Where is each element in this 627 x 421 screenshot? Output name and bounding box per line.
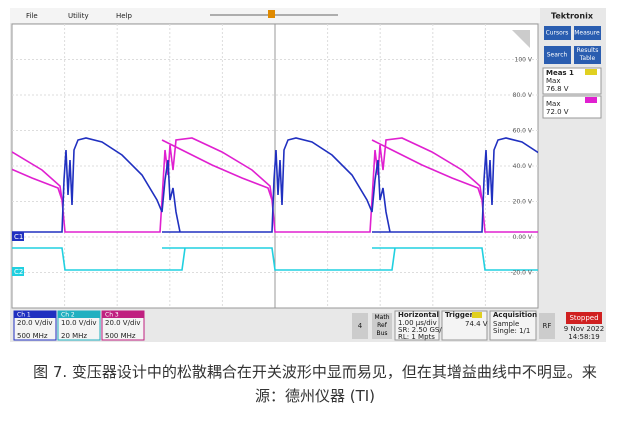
- waveform-ch2: [12, 247, 538, 271]
- ch4-label: 4: [358, 322, 363, 330]
- marker: [12, 267, 24, 276]
- menu-item[interactable]: Help: [116, 12, 133, 20]
- meas-value: 72.0 V: [546, 108, 569, 116]
- channel-name: Ch 1: [17, 312, 31, 319]
- waveform-ch1: [12, 137, 538, 233]
- brand: Tektronix: [551, 12, 594, 21]
- horizontal-line: RL: 1 Mpts: [398, 333, 435, 341]
- channel-scale: 20.0 V/div: [17, 319, 53, 327]
- button-label[interactable]: Cursors: [546, 30, 569, 37]
- graticule-label: 0.00 V: [513, 234, 533, 241]
- horizontal-line: 1.00 µs/div: [398, 319, 437, 327]
- math-label[interactable]: Math Ref Bus: [374, 314, 390, 337]
- ch4-button[interactable]: [352, 313, 368, 339]
- rf-button[interactable]: [539, 313, 555, 339]
- status-time: 14:58:19: [568, 333, 599, 341]
- button-label[interactable]: Search: [547, 52, 568, 59]
- channel-name: Ch 2: [61, 312, 75, 319]
- horizontal-box[interactable]: [394, 310, 440, 341]
- channel-bandwidth: 500 MHz: [17, 332, 48, 340]
- channel-scale: 20.0 V/div: [105, 319, 141, 327]
- trigger-value: 74.4 V: [465, 320, 488, 328]
- button-label[interactable]: Measure: [574, 30, 600, 37]
- button[interactable]: [544, 46, 571, 64]
- trigger-tag: [472, 312, 482, 318]
- menu-item[interactable]: Utility: [68, 12, 89, 20]
- status-date: 9 Nov 2022: [564, 325, 604, 333]
- button-wrap: Results Table: [576, 47, 599, 62]
- stopped-button[interactable]: [566, 312, 602, 324]
- channel-tab: [102, 311, 144, 318]
- graticule-label: 20.0 V: [513, 199, 533, 206]
- oscilloscope: File Utility Help C1 C2 100 V 80.0 V 60.0 …: [10, 8, 606, 342]
- waveforms: [12, 137, 538, 271]
- trigger-pos: [268, 10, 275, 18]
- graticule-label: 60.0 V: [513, 128, 533, 135]
- button[interactable]: [544, 26, 571, 40]
- channel-bandwidth: 20 MHz: [61, 332, 87, 340]
- channel-marker: C1: [14, 233, 23, 241]
- horizontal-line: SR: 2.50 GS/s: [398, 326, 446, 334]
- channel-name: Ch 3: [105, 312, 119, 319]
- button[interactable]: [574, 26, 601, 40]
- corner-icon[interactable]: [512, 30, 530, 48]
- graticule-label: 80.0 V: [513, 92, 533, 99]
- caption: 图 7. 变压器设计中的松散耦合在开关波形中显而易见，但在其增益曲线中不明显。来…: [33, 363, 597, 405]
- acquisition-line: Single: 1/1: [493, 327, 530, 335]
- buttons: Cursors Measure Search Results Table: [544, 26, 601, 64]
- meas-tag: [585, 97, 597, 103]
- trigger-title: Trigger: [445, 311, 474, 319]
- rf-label: RF: [543, 322, 552, 330]
- acquisition-line: Sample: [493, 320, 519, 328]
- graticule-label: -20.0 V: [510, 270, 532, 277]
- button[interactable]: [574, 46, 601, 64]
- acquisition-box[interactable]: [489, 310, 537, 341]
- button-label[interactable]: Results Table: [576, 47, 599, 62]
- graticule-labels: 100 V 80.0 V 60.0 V 40.0 V 20.0 V 0.00 V -20.0…: [510, 57, 532, 277]
- channel-bandwidth: 500 MHz: [105, 332, 136, 340]
- meas-title: Meas 1: [546, 69, 574, 77]
- channel-scale: 10.0 V/div: [61, 319, 97, 327]
- marker: [12, 232, 24, 241]
- waveform-ch3: [12, 137, 538, 233]
- math-wrap: Math Ref Bus: [374, 314, 390, 337]
- status-state: Stopped: [569, 314, 598, 322]
- meas-value: 76.8 V: [546, 85, 569, 93]
- meas-tag: [585, 69, 597, 75]
- graticule-label: 40.0 V: [513, 163, 533, 170]
- channel-tab: [58, 311, 100, 318]
- meas-label: Max: [546, 77, 560, 85]
- acquisition-title: Acquisition: [493, 311, 537, 319]
- graticule-label: 100 V: [515, 57, 533, 64]
- channel-marker: C2: [14, 268, 23, 276]
- channel-tab: [14, 311, 56, 318]
- menu-item[interactable]: File: [26, 12, 38, 20]
- math-button[interactable]: [372, 313, 392, 339]
- meas-label: Max: [546, 100, 560, 108]
- horizontal-title: Horizontal: [398, 311, 439, 319]
